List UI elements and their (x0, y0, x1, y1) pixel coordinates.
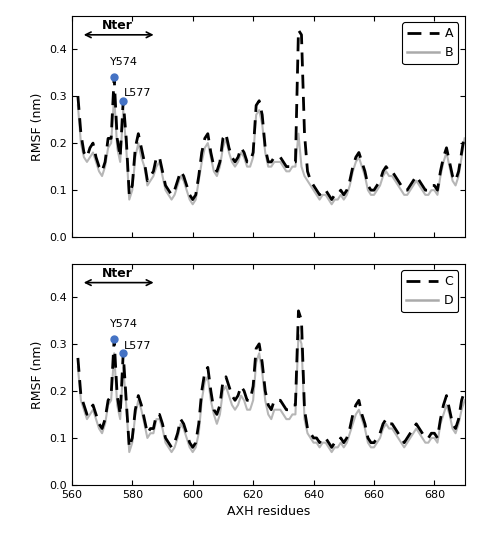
Text: Y574: Y574 (110, 57, 137, 67)
Y-axis label: RMSF (nm): RMSF (nm) (31, 340, 44, 409)
Text: Y574: Y574 (110, 319, 137, 329)
X-axis label: AXH residues: AXH residues (227, 505, 310, 519)
Legend: C, D: C, D (401, 270, 458, 312)
Y-axis label: RMSF (nm): RMSF (nm) (31, 92, 44, 161)
Legend: A, B: A, B (402, 22, 458, 64)
Text: L577: L577 (124, 88, 152, 99)
Text: L577: L577 (124, 341, 152, 351)
Text: Nter: Nter (102, 20, 133, 33)
Text: Nter: Nter (102, 267, 133, 280)
